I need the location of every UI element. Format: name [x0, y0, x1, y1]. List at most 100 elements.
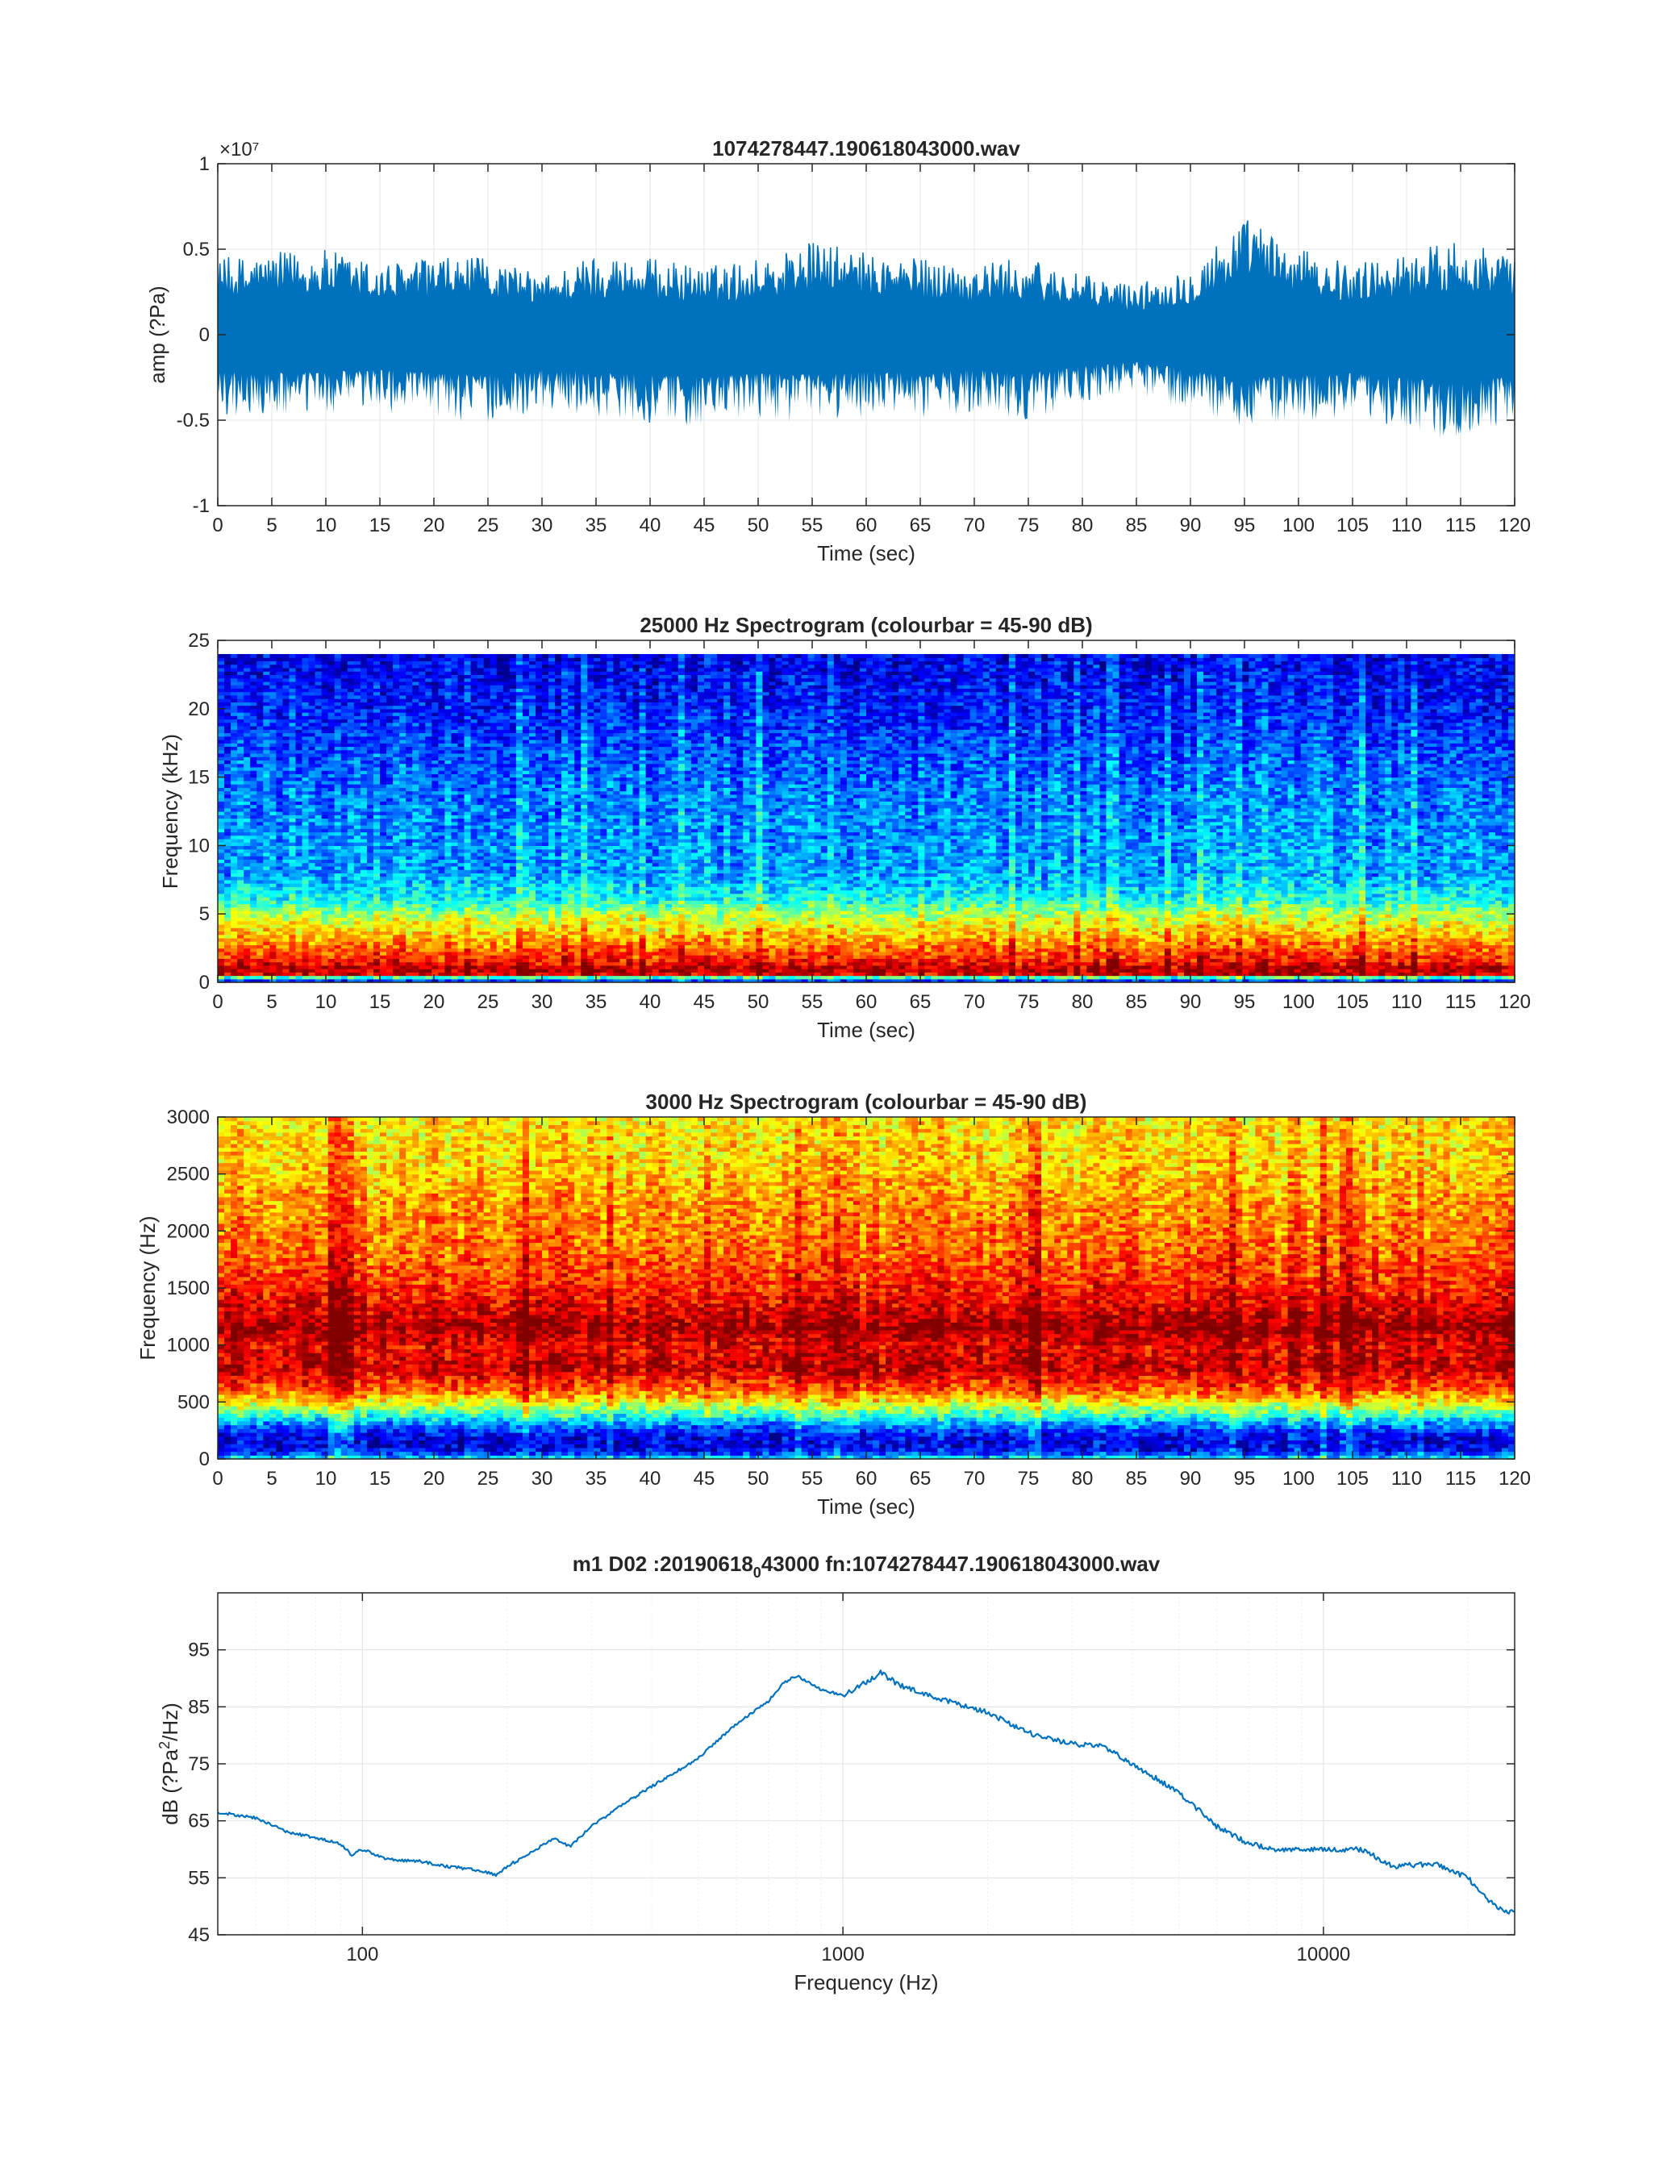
spectrogram-25k-cell [1261, 948, 1269, 952]
spectrogram-25k-cell [1482, 920, 1490, 925]
spectrogram-25k-cell [1372, 941, 1379, 945]
spectrogram-25k-cell [302, 978, 310, 983]
spectrogram-25k-cell [1080, 944, 1087, 949]
spectrogram-25k-cell [380, 978, 387, 983]
spectrogram-25k-cell [711, 937, 718, 942]
spectrogram-25k-cell [658, 961, 666, 966]
spectrogram-25k-cell [607, 923, 615, 928]
spectrogram-25k-cell [1190, 965, 1198, 969]
spectrogram-25k-cell [1482, 923, 1490, 928]
spectrogram-25k-cell [1144, 951, 1153, 956]
spectrogram-25k-cell [1112, 972, 1120, 977]
spectrogram-25k-cell [347, 944, 355, 949]
spectrogram-25k-cell [308, 907, 316, 911]
spectrogram-25k-cell [762, 951, 769, 956]
spectrogram-25k-cell [1002, 944, 1010, 949]
spectrogram-25k-cell [237, 914, 244, 919]
spectrogram-25k-cell [1093, 903, 1101, 908]
spectrogram-25k-cell [723, 910, 731, 915]
spectrogram-25k-cell [820, 917, 828, 922]
spectrogram-25k-cell [859, 941, 867, 945]
spectrogram-25k-cell [406, 914, 413, 919]
spectrogram-25k-cell [1261, 910, 1269, 915]
spectrogram-25k-cell [269, 958, 277, 963]
spectrogram-25k-cell [645, 931, 653, 936]
spectrogram-25k-cell [1378, 910, 1386, 915]
spectrogram-25k-cell [256, 920, 264, 925]
spectrogram-25k-cell [1151, 920, 1159, 925]
spectrogram-25k-cell [522, 944, 530, 949]
spectrogram-25k-cell [963, 927, 971, 932]
spectrogram-25k-cell [1332, 969, 1340, 973]
spectrogram-25k-cell [711, 914, 718, 919]
spectrogram-25k-cell [386, 903, 394, 908]
spectrogram-25k-cell [1332, 951, 1340, 956]
spectrogram-25k-cell [347, 969, 355, 973]
spectrogram-25k-cell [1157, 903, 1165, 908]
spectrogram-25k-cell [1054, 937, 1061, 942]
spectrogram-25k-cell [944, 917, 952, 922]
spectrogram-25k-cell [269, 923, 277, 928]
spectrogram-25k-cell [950, 927, 958, 932]
spectrogram-25k-cell [886, 978, 893, 983]
spectrogram-25k-cell [690, 951, 698, 956]
spectrogram-25k-cell [1164, 900, 1172, 905]
spectrogram-25k-cell [995, 907, 1003, 911]
spectrogram-25k-cell [730, 903, 737, 908]
spectrogram-25k-cell [911, 951, 919, 956]
spectrogram-25k-cell [1177, 961, 1185, 966]
spectrogram-25k-cell [353, 972, 361, 977]
spectrogram-25k-cell [321, 907, 329, 911]
spectrogram-25k-cell [898, 920, 906, 925]
spectrogram-25k-cell [762, 975, 769, 980]
spectrogram-25k-cell [743, 961, 750, 966]
spectrogram-25k-cell [866, 907, 873, 911]
spectrogram-25k-cell [366, 897, 374, 901]
spectrogram-25k-cell [399, 969, 406, 973]
spectrogram-25k-cell [1138, 923, 1146, 928]
spectrogram-25k-cell [944, 975, 952, 980]
spectrogram-25k-cell [1210, 927, 1217, 932]
spectrogram-25k-cell [1319, 941, 1328, 945]
spectrogram-25k-cell [1385, 961, 1392, 966]
spectrogram-25k-cell [438, 944, 445, 949]
spectrogram-25k-cell [671, 978, 679, 983]
spectrogram-25k-cell [528, 944, 536, 949]
spectrogram-25k-cell [756, 975, 763, 980]
spectrogram-25k-cell [1028, 969, 1036, 973]
spectrogram-25k-cell [1456, 972, 1464, 977]
spectrogram-25k-cell [1067, 969, 1074, 973]
spectrogram-25k-cell [1106, 914, 1114, 919]
spectrogram-25k-cell [282, 937, 290, 942]
spectrogram-25k-cell [730, 900, 737, 905]
spectrogram-25k-cell [1048, 900, 1055, 905]
spectrogram-25k-cell [1488, 934, 1496, 939]
spectrogram-25k-cell [1061, 900, 1068, 905]
spectrogram-25k-cell [535, 923, 543, 928]
spectrogram-25k-cell [353, 934, 361, 939]
spectrogram-25k-cell [1378, 969, 1386, 973]
spectrogram-25k-cell [431, 978, 439, 983]
spectrogram-25k-cell [1339, 920, 1347, 925]
spectrogram-25k-cell [788, 944, 796, 949]
spectrogram-25k-cell [775, 958, 783, 963]
spectrogram-25k-cell [607, 910, 615, 915]
spectrogram-25k-cell [762, 914, 769, 919]
spectrogram-25k-cell [568, 923, 575, 928]
spectrogram-25k-cell [600, 969, 607, 973]
spectrogram-25k-cell [652, 969, 660, 973]
spectrogram-25k-cell [866, 927, 873, 932]
spectrogram-25k-cell [1229, 903, 1236, 908]
spectrogram-25k-cell [594, 927, 601, 932]
spectrogram-25k-cell [419, 907, 426, 911]
spectrogram-25k-cell [269, 975, 277, 980]
spectrogram-25k-cell [1294, 931, 1302, 936]
spectrogram-25k-cell [1398, 958, 1405, 963]
spectrogram-25k-cell [684, 944, 692, 949]
spectrogram-25k-cell [1242, 972, 1249, 977]
spectrogram-25k-cell [1054, 975, 1061, 980]
spectrogram-25k-cell [366, 975, 374, 980]
spectrogram-25k-cell [989, 934, 997, 939]
spectrogram-25k-cell [464, 907, 472, 911]
spectrogram-25k-cell [308, 934, 316, 939]
